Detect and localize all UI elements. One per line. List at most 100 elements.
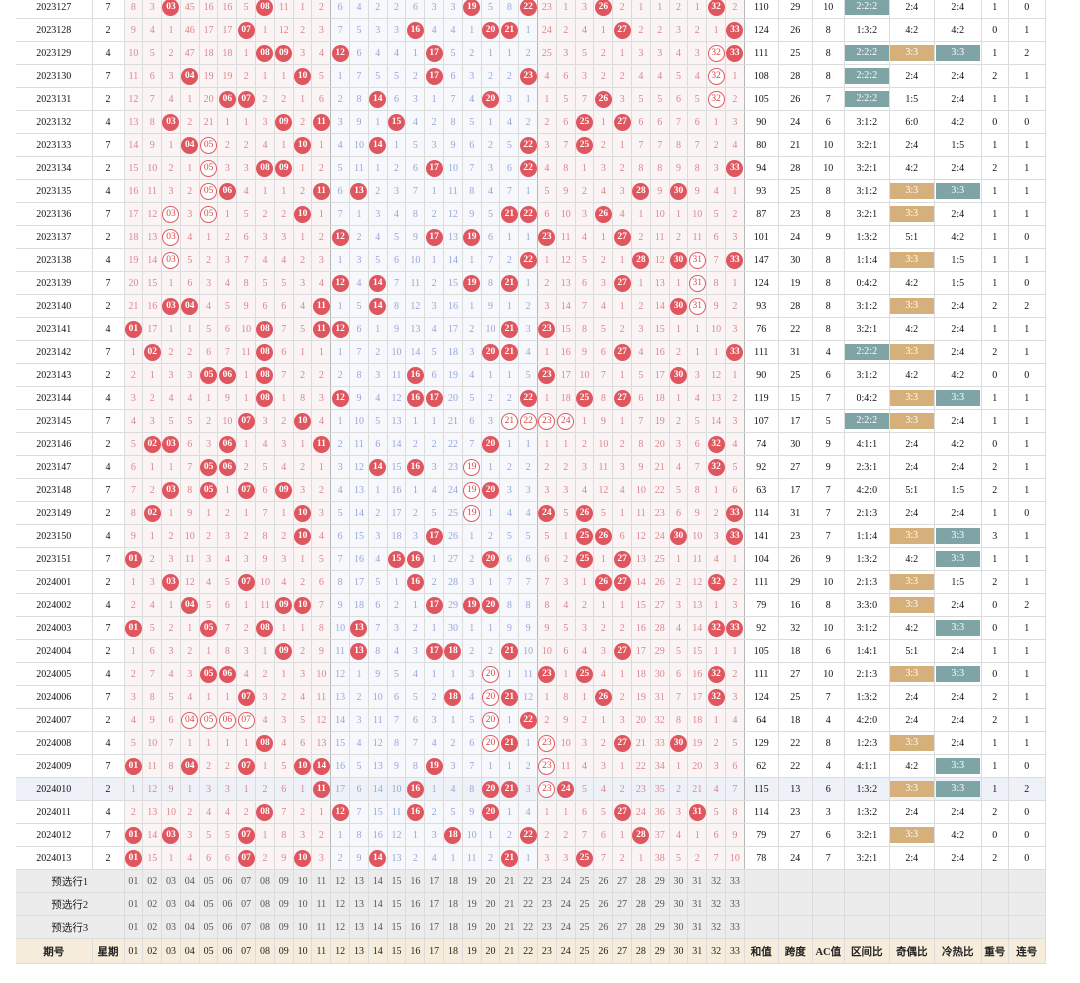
preselect-number-05[interactable]: 05	[199, 869, 219, 893]
preselect-number-30[interactable]: 30	[669, 915, 689, 939]
preselect-number-29[interactable]: 29	[650, 892, 670, 916]
preselect-number-11[interactable]: 11	[311, 915, 332, 939]
preselect-number-26[interactable]: 26	[593, 892, 614, 916]
preselect-number-33[interactable]: 33	[725, 892, 745, 916]
preselect-number-10[interactable]: 10	[293, 915, 313, 939]
preselect-number-29[interactable]: 29	[650, 869, 670, 893]
preselect-number-20[interactable]: 20	[481, 869, 501, 893]
preselect-number-12[interactable]: 12	[330, 869, 351, 893]
preselect-number-03[interactable]: 03	[161, 915, 181, 939]
preselect-number-01[interactable]: 01	[124, 892, 144, 916]
preselect-number-27[interactable]: 27	[612, 869, 633, 893]
preselect-number-08[interactable]: 08	[255, 915, 275, 939]
preselect-number-02[interactable]: 02	[142, 869, 163, 893]
preselect-number-03[interactable]: 03	[161, 892, 181, 916]
preselect-number-10[interactable]: 10	[293, 892, 313, 916]
preselect-number-20[interactable]: 20	[481, 892, 501, 916]
preselect-number-30[interactable]: 30	[669, 869, 689, 893]
preselect-number-05[interactable]: 05	[199, 915, 219, 939]
preselect-number-22[interactable]: 22	[518, 869, 539, 893]
preselect-number-15[interactable]: 15	[387, 892, 407, 916]
preselect-number-11[interactable]: 11	[311, 869, 332, 893]
preselect-number-31[interactable]: 31	[687, 869, 708, 893]
preselect-number-16[interactable]: 16	[405, 869, 426, 893]
preselect-number-18[interactable]: 18	[443, 915, 463, 939]
preselect-number-24[interactable]: 24	[556, 869, 576, 893]
preselect-number-29[interactable]: 29	[650, 915, 670, 939]
preselect-number-32[interactable]: 32	[706, 892, 726, 916]
preselect-number-12[interactable]: 12	[330, 892, 351, 916]
number-cell-29: 36	[650, 800, 670, 824]
preselect-number-24[interactable]: 24	[556, 892, 576, 916]
preselect-number-33[interactable]: 33	[725, 869, 745, 893]
preselect-number-06[interactable]: 06	[217, 892, 238, 916]
preselect-number-07[interactable]: 07	[236, 892, 257, 916]
preselect-number-18[interactable]: 18	[443, 892, 463, 916]
preselect-number-20[interactable]: 20	[481, 915, 501, 939]
preselect-number-27[interactable]: 27	[612, 915, 633, 939]
preselect-number-22[interactable]: 22	[518, 892, 539, 916]
preselect-number-02[interactable]: 02	[142, 915, 163, 939]
preselect-number-25[interactable]: 25	[575, 892, 595, 916]
preselect-number-12[interactable]: 12	[330, 915, 351, 939]
preselect-number-30[interactable]: 30	[669, 892, 689, 916]
preselect-number-07[interactable]: 07	[236, 869, 257, 893]
preselect-number-15[interactable]: 15	[387, 869, 407, 893]
preselect-number-18[interactable]: 18	[443, 869, 463, 893]
preselect-number-23[interactable]: 23	[537, 915, 557, 939]
preselect-number-17[interactable]: 17	[424, 892, 445, 916]
preselect-number-32[interactable]: 32	[706, 915, 726, 939]
preselect-number-28[interactable]: 28	[631, 892, 651, 916]
preselect-number-31[interactable]: 31	[687, 915, 708, 939]
preselect-number-32[interactable]: 32	[706, 869, 726, 893]
preselect-number-17[interactable]: 17	[424, 869, 445, 893]
preselect-number-09[interactable]: 09	[274, 869, 294, 893]
preselect-number-11[interactable]: 11	[311, 892, 332, 916]
preselect-number-28[interactable]: 28	[631, 915, 651, 939]
preselect-number-17[interactable]: 17	[424, 915, 445, 939]
preselect-number-23[interactable]: 23	[537, 869, 557, 893]
preselect-number-26[interactable]: 26	[593, 869, 614, 893]
preselect-number-07[interactable]: 07	[236, 915, 257, 939]
preselect-number-06[interactable]: 06	[217, 869, 238, 893]
preselect-number-05[interactable]: 05	[199, 892, 219, 916]
preselect-number-26[interactable]: 26	[593, 915, 614, 939]
preselect-number-08[interactable]: 08	[255, 892, 275, 916]
preselect-number-09[interactable]: 09	[274, 892, 294, 916]
preselect-number-04[interactable]: 04	[180, 915, 200, 939]
preselect-number-03[interactable]: 03	[161, 869, 181, 893]
preselect-number-04[interactable]: 04	[180, 892, 200, 916]
preselect-number-19[interactable]: 19	[462, 892, 482, 916]
preselect-number-25[interactable]: 25	[575, 869, 595, 893]
preselect-number-09[interactable]: 09	[274, 915, 294, 939]
preselect-number-22[interactable]: 22	[518, 915, 539, 939]
preselect-number-25[interactable]: 25	[575, 915, 595, 939]
preselect-number-15[interactable]: 15	[387, 915, 407, 939]
preselect-number-01[interactable]: 01	[124, 869, 144, 893]
preselect-number-27[interactable]: 27	[612, 892, 633, 916]
preselect-number-28[interactable]: 28	[631, 869, 651, 893]
preselect-number-21[interactable]: 21	[499, 869, 520, 893]
preselect-number-14[interactable]: 14	[368, 892, 388, 916]
preselect-number-19[interactable]: 19	[462, 869, 482, 893]
preselect-number-16[interactable]: 16	[405, 915, 426, 939]
preselect-number-02[interactable]: 02	[142, 892, 163, 916]
preselect-number-21[interactable]: 21	[499, 915, 520, 939]
preselect-number-14[interactable]: 14	[368, 869, 388, 893]
preselect-number-24[interactable]: 24	[556, 915, 576, 939]
preselect-number-10[interactable]: 10	[293, 869, 313, 893]
preselect-number-08[interactable]: 08	[255, 869, 275, 893]
preselect-number-31[interactable]: 31	[687, 892, 708, 916]
preselect-number-06[interactable]: 06	[217, 915, 238, 939]
preselect-number-21[interactable]: 21	[499, 892, 520, 916]
preselect-number-33[interactable]: 33	[725, 915, 745, 939]
preselect-number-13[interactable]: 13	[349, 915, 369, 939]
preselect-number-16[interactable]: 16	[405, 892, 426, 916]
preselect-number-23[interactable]: 23	[537, 892, 557, 916]
preselect-number-04[interactable]: 04	[180, 869, 200, 893]
preselect-number-19[interactable]: 19	[462, 915, 482, 939]
preselect-number-13[interactable]: 13	[349, 892, 369, 916]
preselect-number-14[interactable]: 14	[368, 915, 388, 939]
preselect-number-01[interactable]: 01	[124, 915, 144, 939]
preselect-number-13[interactable]: 13	[349, 869, 369, 893]
